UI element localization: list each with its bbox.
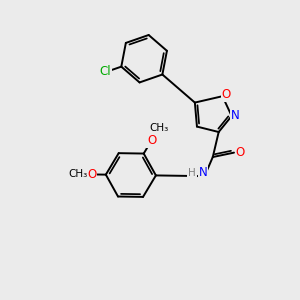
Text: O: O xyxy=(222,88,231,101)
Text: CH₃: CH₃ xyxy=(150,123,169,133)
Text: Cl: Cl xyxy=(100,64,111,78)
Text: H: H xyxy=(188,168,196,178)
Text: O: O xyxy=(236,146,245,158)
Text: O: O xyxy=(147,134,157,147)
Text: N: N xyxy=(231,109,240,122)
Text: O: O xyxy=(87,168,96,181)
Text: N: N xyxy=(199,166,208,179)
Text: CH₃: CH₃ xyxy=(68,169,88,179)
